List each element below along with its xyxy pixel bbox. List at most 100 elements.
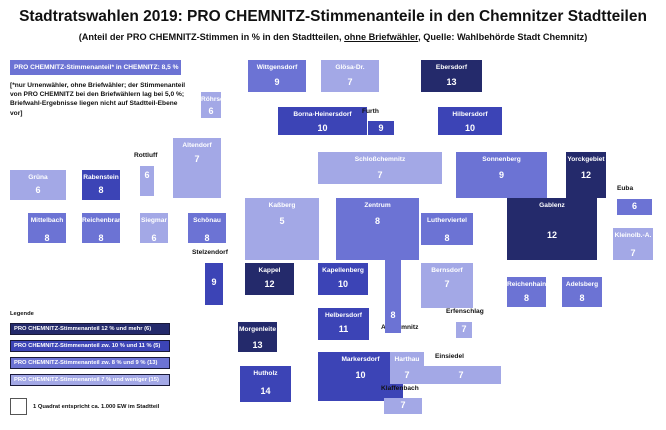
- district-erfenschlag: 7: [456, 322, 472, 338]
- district-klaffenbach: 7: [384, 398, 422, 414]
- scale-label: 1 Quadrat entspricht ca. 1.000 EW im Sta…: [33, 404, 160, 410]
- district-value: 8: [44, 233, 50, 243]
- district-label: Lutherviertel: [427, 217, 467, 224]
- district-label: Kapellenberg: [322, 267, 364, 274]
- district-value: 9: [378, 123, 384, 133]
- district-label: Schloßchemnitz: [354, 156, 406, 163]
- district-zentrum: 8 Zentrum: [336, 198, 419, 260]
- district-value: 7: [630, 248, 636, 258]
- district-label: Ebersdorf: [435, 64, 468, 71]
- district-wittgensdorf: 9 Wittgensdorf: [248, 60, 306, 92]
- district-bernsdorf: 7 Bernsdorf: [421, 263, 473, 308]
- district-value: 8: [579, 293, 585, 303]
- footnote: [*nur Urnenwähler, ohne Briefwähler; der…: [10, 82, 186, 117]
- district-label: Röhrsdorf: [201, 96, 233, 103]
- district-gloesa-draisdorf: 7 Glösa-Dr.: [321, 60, 379, 92]
- district-label: Hilbersdorf: [452, 111, 488, 118]
- district-label: Adelsberg: [565, 281, 599, 288]
- district-hilbersdorf: 10 Hilbersdorf: [438, 107, 502, 135]
- district-ebersdorf: 13 Ebersdorf: [421, 60, 482, 92]
- district-label: Mittelbach: [30, 217, 64, 224]
- district-value: 7: [194, 154, 200, 164]
- district-harthau: 7 Harthau: [390, 352, 424, 384]
- district-kapellenberg: 10 Kapellenberg: [318, 263, 368, 295]
- district-label: Morgenleite: [238, 326, 276, 333]
- district-value: 12: [264, 279, 275, 289]
- district-value: 8: [98, 185, 104, 195]
- district-stelzendorf: 9: [205, 263, 223, 305]
- district-value: 8: [204, 233, 210, 243]
- district-label: Yorckgebiet: [567, 156, 605, 163]
- district-label: Stelzendorf: [192, 249, 228, 256]
- district-kappel: 12 Kappel: [245, 263, 294, 295]
- district-label: Hutholz: [253, 370, 278, 377]
- district-label: Furth: [362, 108, 379, 115]
- district-label: Grüna: [28, 174, 48, 181]
- district-label: Erfenschlag: [446, 308, 484, 315]
- district-label: Schönau: [193, 217, 221, 224]
- district-roehrsdorf: 6 Röhrsdorf: [201, 92, 233, 118]
- district-adelsberg: 8 Adelsberg: [562, 277, 602, 307]
- district-value: 13: [252, 340, 263, 350]
- district-schlosschemnitz: 7 Schloßchemnitz: [318, 152, 442, 184]
- district-label: Euba: [617, 185, 634, 192]
- district-mittelbach: 8 Mittelbach: [28, 213, 66, 243]
- district-label: Siegmar: [140, 217, 168, 224]
- legend-item-12-plus: PRO CHEMNITZ-Stimmenanteil 12 % und mehr…: [10, 323, 170, 335]
- district-rabenstein: 8 Rabenstein: [82, 170, 120, 200]
- district-label: Einsiedel: [435, 353, 464, 360]
- district-value: 7: [404, 370, 410, 380]
- district-morgenleite: 13 Morgenleite: [238, 322, 277, 352]
- district-helbersdorf: 11 Helbersdorf: [318, 308, 369, 340]
- district-kassberg: 5 Kaßberg: [245, 198, 319, 260]
- district-value: 14: [260, 386, 271, 396]
- district-yorckgebiet: 12 Yorckgebiet: [566, 152, 606, 198]
- district-value: 6: [151, 233, 157, 243]
- district-value: 12: [546, 230, 557, 240]
- district-value: 7: [461, 324, 467, 334]
- district-label: Kleinolb.-A.: [614, 232, 652, 239]
- district-kleinolbersdorf: 7 Kleinolb.-A.: [613, 228, 653, 260]
- district-value: 7: [400, 400, 406, 410]
- district-value: 8: [390, 310, 396, 320]
- district-value: 6: [631, 201, 637, 211]
- district-einsiedel: 7: [421, 366, 501, 384]
- district-value: 10: [464, 123, 475, 133]
- district-label: Markersdorf: [341, 356, 380, 363]
- district-label: Wittgensdorf: [256, 64, 298, 71]
- district-euba: 6: [617, 199, 652, 215]
- district-value: 13: [446, 77, 457, 87]
- city-average-box: PRO CHEMNITZ-Stimmenanteil* in CHEMNITZ:…: [10, 60, 181, 75]
- district-label: Kappel: [258, 267, 281, 274]
- district-siegmar: 6 Siegmar: [140, 213, 168, 243]
- district-label: Rottluff: [134, 152, 158, 159]
- district-value: 7: [347, 77, 353, 87]
- district-label: Rabenstein: [83, 174, 119, 181]
- district-label: Borna-Heinersdorf: [293, 111, 352, 118]
- legend-title: Legende: [10, 311, 34, 317]
- district-lutherviertel: 8 Lutherviertel: [421, 213, 473, 245]
- district-value: 9: [211, 277, 217, 287]
- district-value: 9: [274, 77, 280, 87]
- district-value: 10: [317, 123, 328, 133]
- district-label: Klaffenbach: [381, 385, 419, 392]
- district-label: Gablenz: [539, 202, 565, 209]
- district-sonnenberg: 9 Sonnenberg: [456, 152, 547, 198]
- district-label: Zentrum: [364, 202, 391, 209]
- district-label: Reichenbrand: [82, 217, 126, 224]
- district-hutholz: 14 Hutholz: [240, 366, 291, 402]
- district-value: 8: [444, 233, 450, 243]
- district-altendorf: 7 Altendorf: [173, 138, 221, 198]
- map-title: Stadtratswahlen 2019: PRO CHEMNITZ-Stimm…: [19, 8, 647, 25]
- map-subtitle: (Anteil der PRO CHEMNITZ-Stimmen in % in…: [78, 32, 588, 42]
- district-value: 7: [444, 279, 450, 289]
- district-markersdorf: 10 Markersdorf: [318, 352, 403, 401]
- district-label: Bernsdorf: [431, 267, 463, 274]
- district-reichenbrand: 8 Reichenbrand: [82, 213, 126, 243]
- district-value: 5: [279, 216, 285, 226]
- district-borna-heinersdorf: 10 Borna-Heinersdorf: [278, 107, 367, 135]
- district-schoenau: 8 Schönau: [188, 213, 226, 243]
- district-gruena: 6 Grüna: [10, 170, 66, 200]
- district-value: 8: [523, 293, 529, 303]
- legend-item-8-9: PRO CHEMNITZ-Stimmenanteil zw. 8 % und 9…: [10, 357, 170, 369]
